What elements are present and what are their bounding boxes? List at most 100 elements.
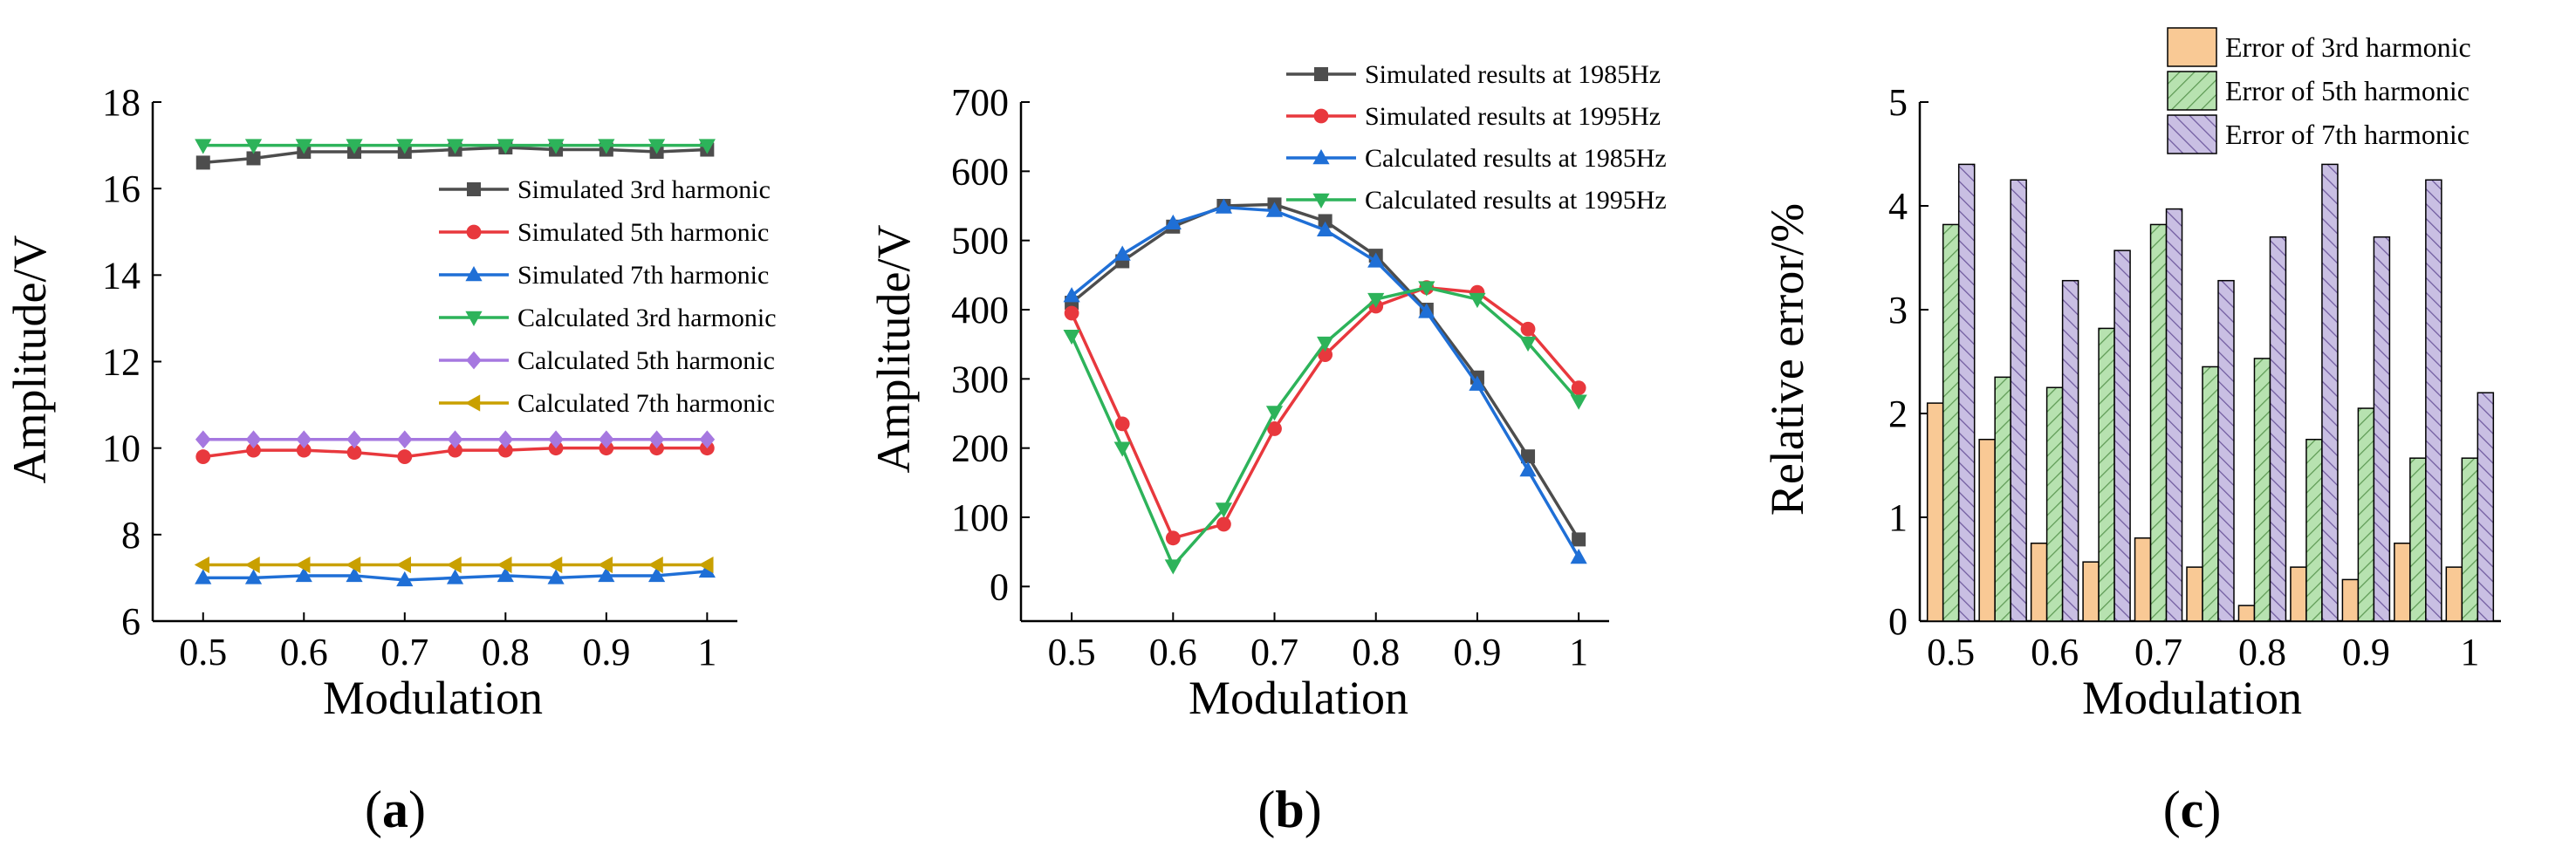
data-point <box>295 139 312 154</box>
bar <box>2269 236 2287 622</box>
y-tick-label: 600 <box>951 150 1009 193</box>
data-point <box>1317 221 1334 236</box>
x-tick-label: 0.8 <box>2238 631 2286 673</box>
bar <box>1942 223 1960 622</box>
data-point <box>597 556 613 574</box>
x-tick-label: 0.6 <box>280 631 328 673</box>
data-point <box>1520 321 1536 337</box>
legend-marker <box>467 182 481 196</box>
x-tick-label: 1 <box>1569 631 1588 673</box>
panel-c-caption: (c) <box>2163 781 2222 838</box>
x-tick-label: 0.7 <box>2134 631 2182 673</box>
data-point <box>1469 375 1486 391</box>
legend-marker <box>1313 108 1329 124</box>
x-tick-label: 0.9 <box>1453 631 1501 673</box>
y-tick-label: 10 <box>102 427 140 470</box>
data-point <box>346 445 362 461</box>
data-point <box>647 566 666 583</box>
x-tick-label: 0.8 <box>482 631 530 673</box>
bar <box>2114 249 2131 622</box>
x-tick-label: 0.6 <box>1149 631 1197 673</box>
data-point <box>1318 347 1333 362</box>
data-point <box>1064 305 1079 321</box>
bar <box>2030 543 2048 622</box>
data-point <box>598 139 615 154</box>
data-point <box>1164 214 1182 230</box>
legend-marker <box>465 311 483 326</box>
bar <box>2290 566 2307 622</box>
data-point <box>1521 449 1536 464</box>
legend-label: Error of 5th harmonic <box>2225 75 2470 106</box>
bar <box>2321 163 2339 622</box>
y-tick-label: 8 <box>121 514 140 557</box>
panel-b-ylabel: Amplitude/V <box>867 225 920 474</box>
y-tick-label: 5 <box>1888 81 1908 124</box>
data-point <box>1318 214 1333 229</box>
data-point <box>195 569 212 584</box>
y-tick-label: 4 <box>1888 185 1908 228</box>
data-point <box>1570 394 1587 410</box>
bar <box>1978 439 1996 622</box>
data-point <box>396 571 414 587</box>
panel-b-caption: (b) <box>1257 781 1321 838</box>
bar <box>2134 537 2152 622</box>
panel-a-caption: (a) <box>365 781 426 838</box>
data-point <box>698 139 716 154</box>
x-tick-label: 0.5 <box>1048 631 1096 673</box>
data-point <box>1519 461 1537 477</box>
legend-marker <box>465 266 483 282</box>
bar <box>2357 407 2375 622</box>
data-point <box>296 442 312 458</box>
data-point <box>1265 202 1284 217</box>
bar <box>2149 223 2168 622</box>
bar <box>2061 279 2079 622</box>
y-tick-label: 6 <box>121 600 140 643</box>
data-point <box>1164 559 1182 575</box>
data-point <box>244 569 263 584</box>
data-point <box>598 566 615 583</box>
data-point <box>195 430 211 449</box>
data-point <box>497 566 514 583</box>
bar <box>2165 208 2183 622</box>
data-point <box>497 556 512 574</box>
y-tick-label: 18 <box>102 81 140 124</box>
data-point <box>195 155 210 170</box>
data-point <box>1113 441 1131 457</box>
data-point <box>1215 502 1233 518</box>
y-tick-label: 300 <box>951 358 1009 400</box>
data-point <box>1317 336 1334 352</box>
data-point <box>1469 292 1486 309</box>
data-point <box>244 139 263 154</box>
data-point <box>1265 406 1284 421</box>
data-point <box>195 139 212 154</box>
y-tick-label: 2 <box>1888 393 1908 435</box>
data-point <box>1418 281 1435 297</box>
legend-label: Calculated results at 1985Hz <box>1365 144 1667 173</box>
legend-swatch <box>2167 71 2217 111</box>
bar <box>2186 566 2203 622</box>
data-point <box>1571 380 1586 396</box>
panel-b-xlabel: Modulation <box>1189 672 1408 724</box>
legend-label: Error of 7th harmonic <box>2225 119 2470 150</box>
legend-label: Simulated 7th harmonic <box>517 261 769 290</box>
data-point <box>1216 516 1231 532</box>
legend-marker <box>1312 193 1330 208</box>
x-tick-label: 0.7 <box>1250 631 1298 673</box>
bar <box>2409 457 2427 622</box>
y-tick-label: 500 <box>951 220 1009 263</box>
data-point <box>195 449 211 464</box>
data-point <box>1215 198 1233 214</box>
data-point <box>244 556 260 574</box>
bar <box>2425 179 2442 622</box>
x-tick-label: 1 <box>2460 631 2479 673</box>
x-tick-label: 0.9 <box>2342 631 2390 673</box>
y-tick-label: 16 <box>102 167 140 210</box>
legend-label: Calculated 7th harmonic <box>517 389 775 418</box>
data-point <box>446 556 462 574</box>
data-point <box>246 151 261 166</box>
data-point <box>698 562 716 578</box>
y-tick-label: 12 <box>102 341 140 384</box>
data-point <box>548 430 564 449</box>
data-point <box>295 566 312 583</box>
